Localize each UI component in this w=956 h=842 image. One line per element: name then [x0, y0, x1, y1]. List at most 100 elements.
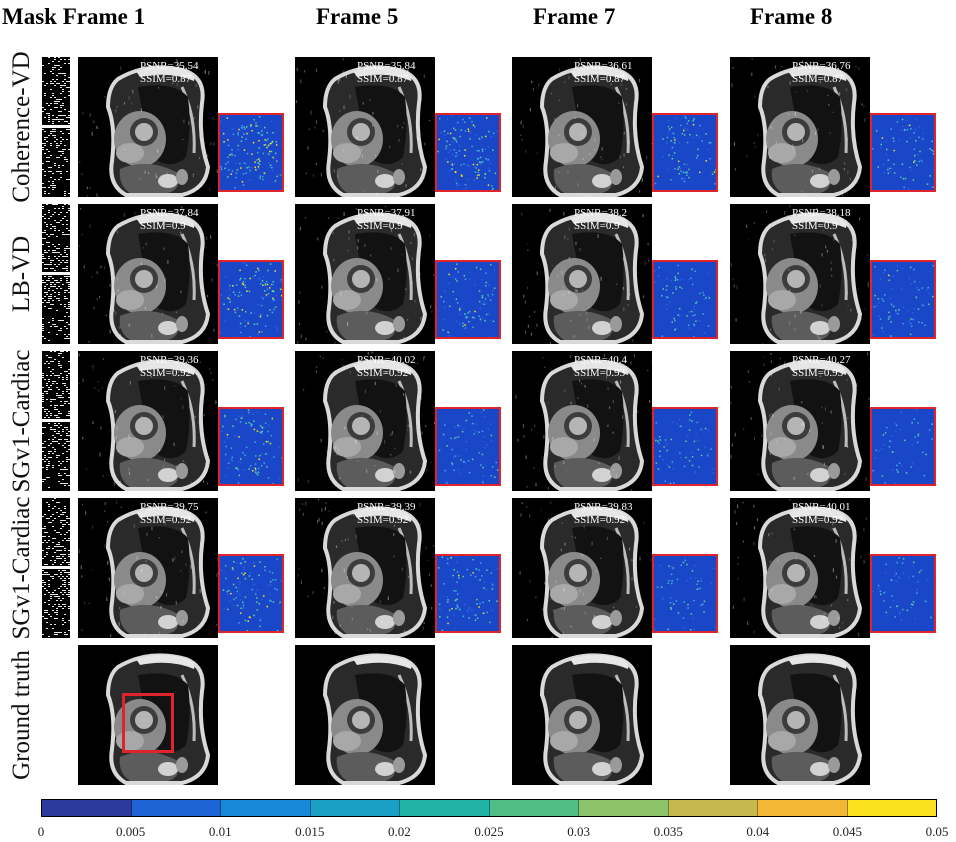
error-map	[872, 115, 934, 190]
psnr-value: PSNR=36.76	[792, 60, 851, 72]
error-map	[654, 115, 716, 190]
colorbar-segment	[847, 800, 936, 816]
colorbar-segment	[221, 800, 311, 816]
reconstruction-image: PSNR=40.27 SSIM=0.93	[730, 351, 870, 491]
error-map	[654, 556, 716, 631]
mri-image	[512, 498, 652, 638]
colorbar-tick-label: 0.045	[832, 824, 863, 839]
reconstruction-image: PSNR=36.76 SSIM=0.87	[730, 57, 870, 197]
psnr-value: PSNR=40.01	[792, 501, 851, 513]
psnr-value: PSNR=35.84	[357, 60, 416, 72]
colorbar-tick-label: 0.005	[115, 824, 146, 839]
roi-box	[122, 693, 174, 753]
sampling-mask	[42, 498, 70, 638]
colorbar-tick-label: 0.03	[567, 824, 590, 839]
psnr-value: PSNR=39.36	[140, 354, 199, 366]
mri-image	[295, 645, 435, 785]
psnr-value: PSNR=40.02	[357, 354, 416, 366]
error-map	[654, 262, 716, 337]
mri-image	[78, 204, 218, 344]
error-map-panel	[435, 113, 501, 192]
mri-image	[295, 351, 435, 491]
error-map-panel	[435, 260, 501, 339]
error-map-panel	[652, 407, 718, 486]
ssim-value: SSIM=0.92	[574, 514, 626, 526]
reconstruction-image: PSNR=37.91 SSIM=0.9	[295, 204, 435, 344]
reconstruction-image: PSNR=40.02 SSIM=0.92	[295, 351, 435, 491]
psnr-value: PSNR=39.75	[140, 501, 199, 513]
colorbar-segment	[489, 800, 579, 816]
row-label: SGv1-Cardiac	[8, 349, 35, 493]
ssim-value: SSIM=0.92	[357, 367, 409, 379]
colorbar-tick-label: 0.015	[295, 824, 325, 839]
error-map-panel	[652, 113, 718, 192]
psnr-value: PSNR=38.2	[574, 207, 627, 219]
colorbar-segment	[400, 800, 490, 816]
mri-image	[78, 351, 218, 491]
error-map	[220, 262, 282, 337]
colorbar-segment	[131, 800, 221, 816]
error-map	[220, 556, 282, 631]
mri-image	[512, 57, 652, 197]
mri-image	[295, 204, 435, 344]
reconstruction-image: PSNR=39.75 SSIM=0.92	[78, 498, 218, 638]
colorbar-tick-label: 0.04	[746, 824, 770, 839]
colorbar-tick-label: 0.05	[925, 824, 949, 839]
error-map	[220, 409, 282, 484]
error-map-panel	[652, 554, 718, 633]
mri-image	[512, 351, 652, 491]
sampling-mask	[42, 204, 70, 344]
mask-panel	[42, 204, 70, 344]
reconstruction-image: PSNR=39.36 SSIM=0.92	[78, 351, 218, 491]
error-map-panel	[870, 554, 936, 633]
reconstruction-image: PSNR=35.84 SSIM=0.87	[295, 57, 435, 197]
reconstruction-image: PSNR=36.61 SSIM=0.87	[512, 57, 652, 197]
psnr-value: PSNR=38.18	[792, 207, 851, 219]
error-map	[872, 409, 934, 484]
column-header: Frame 8	[750, 4, 833, 29]
mri-image	[730, 498, 870, 638]
colorbar-tick-label: 0.035	[653, 824, 683, 839]
ssim-value: SSIM=0.92	[357, 514, 409, 526]
error-map-panel	[870, 113, 936, 192]
colorbar-segment	[42, 800, 132, 816]
row-label: LB-VD	[8, 235, 35, 313]
row-label: SGv1-Cardiac	[8, 496, 35, 640]
ssim-value: SSIM=0.9	[357, 220, 403, 232]
colorbar	[41, 799, 937, 817]
reconstruction-image: PSNR=40.01 SSIM=0.92	[730, 498, 870, 638]
reconstruction-image: PSNR=37.84 SSIM=0.9	[78, 204, 218, 344]
colorbar-segment	[310, 800, 400, 816]
ssim-value: SSIM=0.87	[357, 73, 409, 85]
sampling-mask	[42, 57, 70, 197]
psnr-value: PSNR=35.54	[140, 60, 199, 72]
row-label: Ground truth	[8, 650, 35, 780]
psnr-value: PSNR=40.4	[574, 354, 627, 366]
error-map	[220, 115, 282, 190]
mri-image	[512, 204, 652, 344]
reconstruction-image: PSNR=39.39 SSIM=0.92	[295, 498, 435, 638]
ssim-value: SSIM=0.93	[574, 367, 626, 379]
error-map	[872, 262, 934, 337]
mri-image	[730, 204, 870, 344]
ssim-value: SSIM=0.87	[140, 73, 192, 85]
ssim-value: SSIM=0.92	[140, 367, 192, 379]
ground-truth-image	[78, 645, 218, 785]
error-map	[872, 556, 934, 631]
mri-image	[512, 645, 652, 785]
ssim-value: SSIM=0.87	[792, 73, 844, 85]
mri-image	[730, 351, 870, 491]
ground-truth-image	[730, 645, 870, 785]
psnr-value: PSNR=37.91	[357, 207, 416, 219]
ssim-value: SSIM=0.9	[792, 220, 838, 232]
reconstruction-image: PSNR=38.18 SSIM=0.9	[730, 204, 870, 344]
psnr-value: PSNR=40.27	[792, 354, 851, 366]
sampling-mask	[42, 351, 70, 491]
ssim-value: SSIM=0.87	[574, 73, 626, 85]
error-map	[654, 409, 716, 484]
colorbar-tick-label: 0.02	[388, 824, 411, 839]
error-map-panel	[218, 554, 284, 633]
mask-panel	[42, 351, 70, 491]
ssim-value: SSIM=0.92	[792, 514, 844, 526]
psnr-value: PSNR=39.83	[574, 501, 633, 513]
